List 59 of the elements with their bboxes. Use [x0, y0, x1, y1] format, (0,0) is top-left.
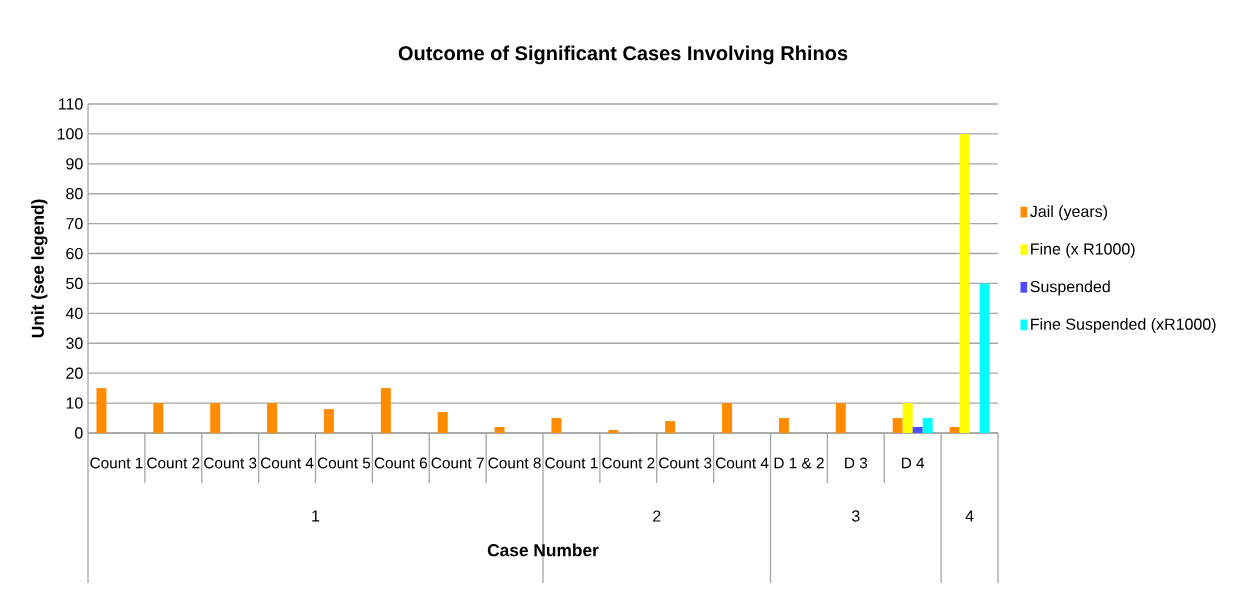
x-tick-label: Count 7: [431, 457, 484, 469]
x-tick-label: Count 2: [147, 457, 200, 469]
x-tick-label: Count 3: [204, 457, 257, 469]
bar: [210, 403, 221, 433]
x-tick-label: Count 1: [545, 457, 598, 469]
x-tick-label: D 3: [845, 457, 868, 469]
y-tick-label: 60: [66, 247, 83, 260]
y-tick-label: 80: [66, 188, 83, 200]
x-tick-label: Count 2: [602, 457, 655, 469]
legend-label: Suspended: [1030, 280, 1110, 296]
y-axis-title: Unit (see legend): [31, 199, 48, 338]
legend-label: Fine Suspended (xR1000): [1031, 318, 1216, 333]
y-tick-label: 100: [57, 128, 83, 140]
chart-title: Outcome of Significant Cases Involving Rhinos: [398, 45, 848, 65]
bar: [922, 418, 933, 433]
bar: [949, 427, 960, 433]
y-tick-label: 90: [66, 158, 83, 170]
text: 1: [312, 510, 320, 522]
x-tick-label: Count 3: [659, 457, 712, 469]
bar: [665, 421, 676, 433]
y-tick-label: 20: [66, 367, 83, 379]
text: 4: [965, 510, 974, 522]
bar: [267, 403, 278, 433]
bar: [437, 412, 448, 433]
y-tick-label: 70: [66, 217, 83, 230]
y-tick-label: 110: [59, 98, 83, 110]
y-tick-label: 30: [66, 337, 83, 349]
text: 3: [851, 510, 860, 522]
x-axis-title: Case Number: [487, 543, 599, 557]
bar: [722, 403, 733, 433]
legend-label: Jail (years): [1030, 205, 1108, 221]
bar: [551, 418, 562, 433]
x-tick-label: Count 4: [260, 457, 314, 469]
y-tick-label: 50: [66, 277, 83, 290]
bar: [96, 388, 107, 433]
x-tick-label: D 1 & 2: [774, 457, 824, 469]
bar: [912, 427, 923, 433]
bar: [778, 418, 789, 433]
bar: [979, 283, 990, 433]
bar: [380, 388, 391, 433]
bar: [959, 133, 970, 433]
x-tick-label: Count 1: [90, 457, 143, 469]
legend-label: Fine (x R1000): [1031, 242, 1135, 258]
x-tick-label: Count 4: [715, 457, 769, 469]
bar: [608, 430, 619, 433]
text: 2: [653, 510, 661, 522]
x-tick-label: Count 5: [317, 457, 371, 469]
x-tick-label: Count 8: [488, 457, 541, 469]
bar: [835, 403, 846, 433]
bar: [902, 403, 913, 433]
y-tick-label: 0: [75, 427, 83, 439]
bar: [323, 409, 334, 433]
bar: [153, 403, 164, 433]
y-tick-label: 10: [66, 397, 83, 409]
bar: [494, 427, 505, 433]
bar: [892, 418, 903, 433]
y-tick-label: 40: [65, 307, 83, 320]
x-tick-label: Count 6: [374, 457, 427, 469]
x-tick-label: D 4: [902, 457, 925, 469]
